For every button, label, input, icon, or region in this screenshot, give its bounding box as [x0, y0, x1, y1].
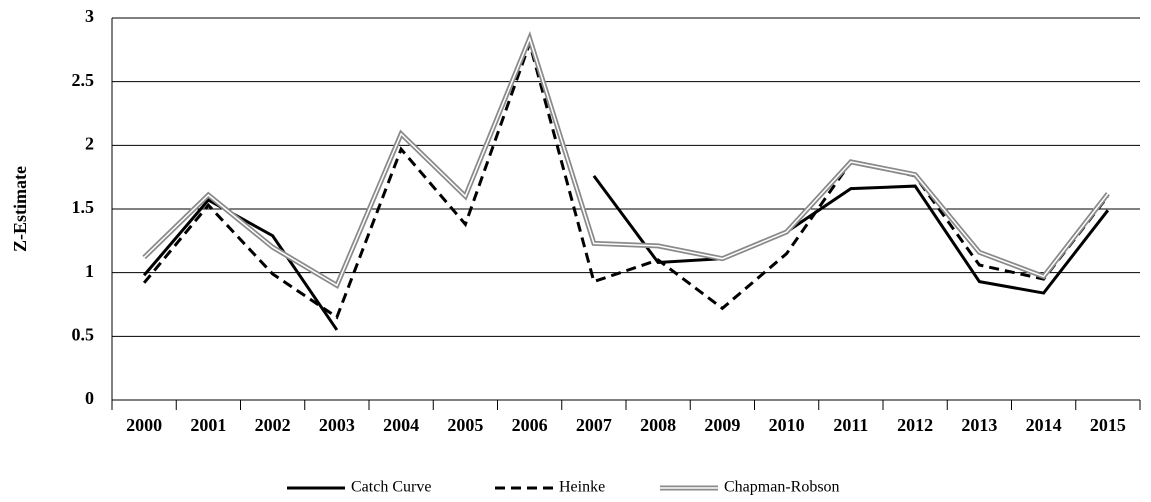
x-tick-label: 2008 [640, 415, 676, 435]
y-tick-label: 1.5 [72, 197, 95, 217]
x-tick-label: 2009 [704, 415, 740, 435]
x-tick-label: 2005 [447, 415, 483, 435]
x-tick-label: 2011 [833, 415, 868, 435]
series-line [142, 30, 1110, 290]
series-line [143, 36, 1109, 287]
x-tick-label: 2003 [319, 415, 355, 435]
legend-label: Chapman-Robson [724, 479, 840, 496]
x-tick-label: 2006 [512, 415, 548, 435]
x-tick-label: 2000 [126, 415, 162, 435]
y-tick-label: 1 [85, 261, 94, 281]
x-tick-label: 2007 [576, 415, 612, 435]
series-line [142, 174, 1110, 331]
x-tick-label: 2002 [255, 415, 291, 435]
x-tick-label: 2014 [1026, 415, 1062, 435]
y-axis-label: Z-Estimate [10, 166, 30, 252]
x-tick-label: 2013 [961, 415, 997, 435]
series-line [142, 38, 1110, 320]
y-tick-label: 2.5 [72, 70, 95, 90]
x-tick-label: 2001 [190, 415, 226, 435]
y-tick-label: 0.5 [72, 324, 95, 344]
y-tick-label: 2 [85, 133, 94, 153]
x-tick-label: 2012 [897, 415, 933, 435]
legend-label: Heinke [559, 479, 605, 496]
y-tick-label: 3 [85, 6, 94, 26]
x-tick-label: 2015 [1090, 415, 1126, 435]
y-tick-label: 0 [85, 388, 94, 408]
legend-label: Catch Curve [351, 479, 431, 496]
x-tick-label: 2010 [769, 415, 805, 435]
x-tick-label: 2004 [383, 415, 419, 435]
